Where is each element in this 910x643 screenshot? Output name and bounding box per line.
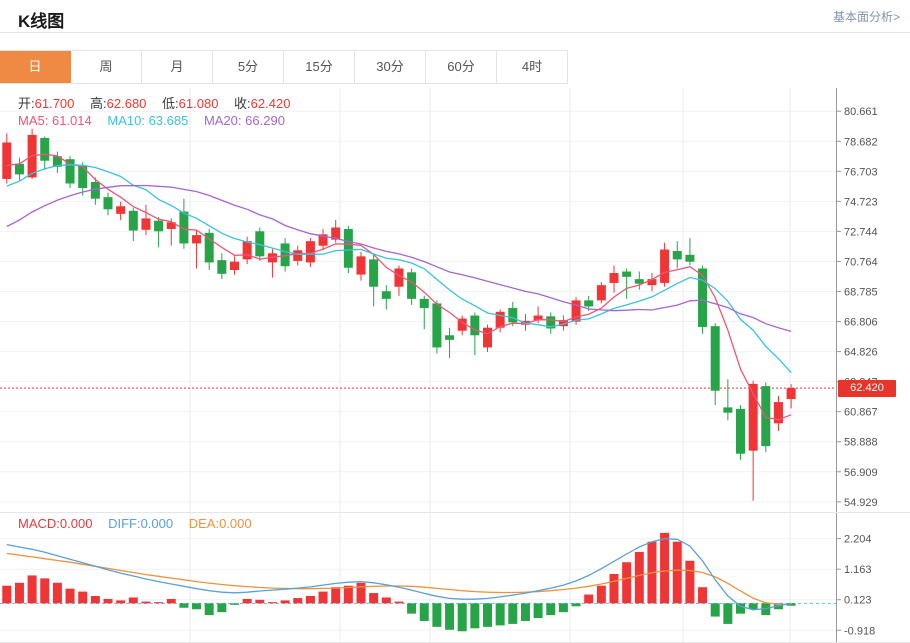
svg-text:78.682: 78.682: [844, 136, 878, 148]
open-label: 开:: [18, 96, 35, 111]
kline-chart-canvas[interactable]: 80.661 78.682 76.703 74.723 72.744 70.764 68.7…: [0, 88, 910, 643]
svg-text:-0.918: -0.918: [844, 625, 875, 637]
low-value: 61.080: [178, 96, 219, 111]
macd-label: MACD:: [18, 516, 60, 531]
tab-4时[interactable]: 4时: [497, 51, 567, 83]
svg-text:58.888: 58.888: [844, 437, 878, 449]
high-label: 高:: [90, 96, 107, 111]
tab-月[interactable]: 月: [142, 51, 213, 83]
open-value: 61.700: [34, 96, 75, 111]
fundamental-analysis-link[interactable]: 基本面分析>: [832, 10, 900, 24]
svg-text:66.806: 66.806: [844, 317, 878, 329]
svg-text:2.204: 2.204: [844, 534, 872, 546]
dea-value: 0.000: [219, 516, 252, 531]
ma20-label: MA20:: [203, 113, 242, 128]
diff-value: 0.000: [140, 516, 174, 531]
page-title: K线图: [18, 12, 65, 31]
ohlc-readout: 开:61.700 高:62.680 低:61.080 收:62.420: [18, 93, 302, 112]
tab-5分[interactable]: 5分: [213, 51, 284, 83]
svg-text:68.785: 68.785: [844, 286, 878, 298]
macd-readout: MACD:0.000 DIFF:0.000 DEA:0.000: [18, 516, 264, 531]
ma-readout: MA5: 61.014 MA10: 63.685 MA20: 66.290: [18, 113, 297, 128]
ma10-label: MA10:: [107, 113, 145, 128]
svg-text:56.909: 56.909: [844, 467, 878, 479]
svg-text:1.163: 1.163: [844, 564, 872, 576]
svg-text:70.764: 70.764: [844, 256, 878, 268]
tab-30分[interactable]: 30分: [355, 51, 426, 83]
header: K线图 基本面分析>: [0, 0, 910, 33]
period-tabs: 日周月 5分 15分 30分 60分 4时: [0, 50, 568, 84]
svg-text:60.867: 60.867: [844, 407, 878, 419]
tab-周[interactable]: 周: [71, 51, 142, 83]
ma5-label: MA5:: [18, 113, 49, 128]
svg-text:0.123: 0.123: [844, 595, 872, 607]
svg-text:80.661: 80.661: [844, 106, 878, 118]
high-value: 62.680: [106, 96, 147, 111]
svg-text:76.703: 76.703: [844, 166, 878, 178]
svg-text:64.826: 64.826: [844, 347, 878, 359]
svg-text:54.929: 54.929: [844, 497, 878, 509]
chart-area: 80.661 78.682 76.703 74.723 72.744 70.764 68.7…: [0, 88, 910, 643]
macd-value: 0.000: [59, 516, 93, 531]
ma10-value: 63.685: [148, 113, 189, 128]
tab-日[interactable]: 日: [0, 51, 71, 83]
tab-60分[interactable]: 60分: [426, 51, 497, 83]
ma5-value: 61.014: [51, 113, 92, 128]
svg-text:72.744: 72.744: [844, 226, 878, 238]
last-price-badge: 62.420: [838, 379, 896, 397]
close-label: 收:: [234, 96, 251, 111]
svg-text:74.723: 74.723: [844, 196, 878, 208]
tab-15分[interactable]: 15分: [284, 51, 355, 83]
dea-label: DEA:: [188, 516, 220, 531]
ma20-value: 66.290: [245, 113, 285, 128]
diff-label: DIFF:: [108, 516, 141, 531]
low-label: 低:: [162, 96, 179, 111]
close-value: 62.420: [250, 96, 291, 111]
